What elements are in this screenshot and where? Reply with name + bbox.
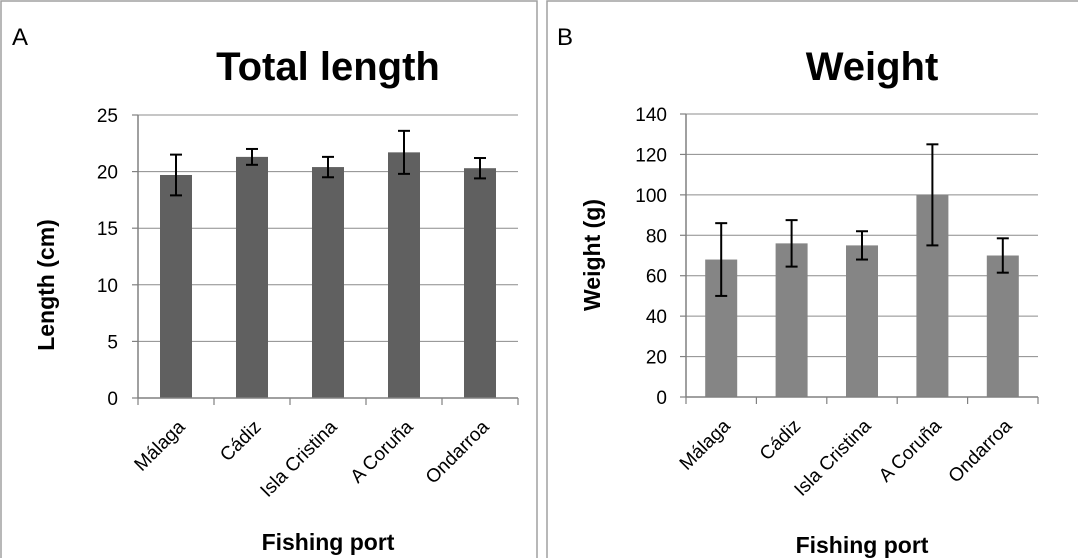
y-tick-label: 0 [107, 389, 118, 410]
bar [236, 156, 268, 398]
y-tick-label: 80 [646, 226, 667, 247]
bar [464, 168, 496, 398]
panel-b-axes [680, 113, 1039, 404]
panel-b-x-axis-label: Fishing port [796, 532, 929, 558]
y-tick-label: 100 [635, 186, 667, 207]
y-tick-label: 0 [656, 388, 667, 409]
panel-b-gridlines [686, 113, 1038, 358]
panel-b-title: Weight [806, 45, 939, 89]
panel-a-y-tick-labels: 0 5 10 15 20 25 [97, 106, 118, 410]
panel-a-error-bars [170, 129, 486, 197]
y-tick-label: 20 [97, 163, 118, 184]
y-tick-label: 10 [97, 276, 118, 297]
y-tick-label: 15 [97, 219, 118, 240]
panel-a: A Total length Fishing port Length (cm) … [0, 0, 538, 558]
bar [388, 152, 420, 398]
y-tick-label: 120 [635, 145, 667, 166]
y-tick-label: 25 [97, 106, 118, 127]
panel-a-x-axis-label: Fishing port [262, 529, 395, 555]
panel-a-title: Total length [216, 45, 440, 89]
panel-b-error-bars [715, 143, 1009, 297]
bar [846, 245, 878, 397]
y-tick-label: 40 [646, 307, 667, 328]
panel-b-y-axis-label: Weight (g) [579, 199, 605, 311]
panel-b: B Weight Fishing port Weight (g) 0 20 40 60… [546, 0, 1078, 558]
y-tick-label: 20 [646, 348, 667, 369]
y-tick-label: 140 [635, 105, 667, 126]
panel-a-label: A [12, 24, 28, 51]
panel-a-y-axis-label: Length (cm) [33, 219, 59, 351]
bar [986, 255, 1019, 397]
panel-b-y-tick-labels: 0 20 40 60 80 100 120 140 [635, 105, 667, 409]
panel-a-axes [132, 114, 519, 405]
panel-a-frame [0, 0, 538, 558]
y-tick-label: 60 [646, 267, 667, 288]
bar [160, 174, 192, 398]
bar [775, 243, 808, 397]
y-tick-label: 5 [107, 332, 118, 353]
panel-a-bars [160, 152, 496, 398]
bar [312, 167, 344, 398]
panel-b-label: B [557, 24, 573, 51]
